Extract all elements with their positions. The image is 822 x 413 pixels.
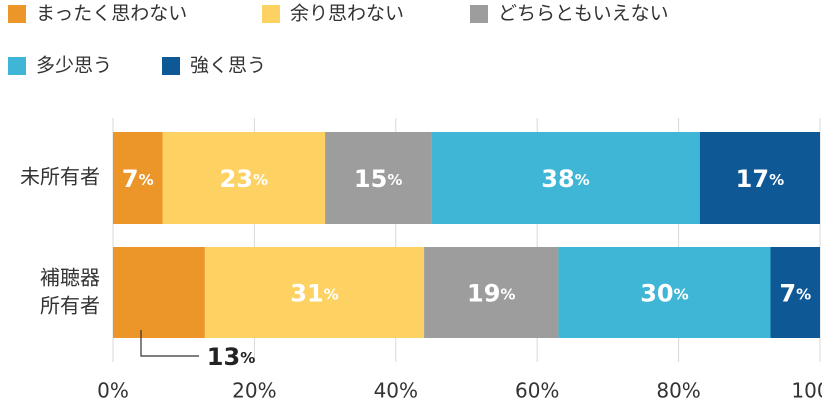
value-label: 7% bbox=[779, 280, 811, 308]
legend-swatch bbox=[262, 5, 280, 23]
leader-line bbox=[140, 330, 199, 357]
x-tick-label: 100% bbox=[791, 379, 822, 403]
value-label: 30% bbox=[640, 280, 688, 308]
x-tick-label: 60% bbox=[515, 379, 559, 403]
x-tick-label: 40% bbox=[374, 379, 418, 403]
legend-swatch bbox=[8, 57, 26, 75]
bar-segment bbox=[558, 247, 771, 338]
legend-label: 余り思わない bbox=[290, 3, 404, 25]
category-label: 補聴器所有者 bbox=[40, 265, 100, 317]
legend-label: 多少思う bbox=[36, 55, 112, 77]
bar-segment bbox=[204, 247, 425, 338]
value-label: 13% bbox=[207, 343, 255, 371]
value-label: 17% bbox=[736, 165, 784, 193]
legend-swatch bbox=[162, 57, 180, 75]
legend-swatch bbox=[8, 5, 26, 23]
bar-segment bbox=[325, 132, 432, 224]
bar-segment bbox=[113, 132, 163, 224]
x-tick-label: 0% bbox=[97, 379, 129, 403]
value-label: 7% bbox=[122, 165, 154, 193]
value-label: 19% bbox=[467, 280, 515, 308]
legend-label: まったく思わない bbox=[36, 3, 187, 25]
x-tick-label: 20% bbox=[232, 379, 276, 403]
bar-segment bbox=[162, 132, 326, 224]
bar-segment bbox=[424, 247, 559, 338]
x-tick-label: 80% bbox=[656, 379, 700, 403]
category-label: 未所有者 bbox=[20, 165, 100, 189]
bar-segment bbox=[770, 247, 820, 338]
value-label: 15% bbox=[354, 165, 402, 193]
value-label: 31% bbox=[290, 280, 338, 308]
legend-label: どちらともいえない bbox=[498, 3, 669, 25]
legend-label: 強く思う bbox=[190, 55, 266, 77]
legend-swatch bbox=[470, 5, 488, 23]
value-label: 38% bbox=[541, 165, 589, 193]
bar-segment bbox=[699, 132, 820, 224]
bar-segment bbox=[113, 247, 205, 338]
value-label: 23% bbox=[220, 165, 268, 193]
bar-segment bbox=[431, 132, 700, 224]
